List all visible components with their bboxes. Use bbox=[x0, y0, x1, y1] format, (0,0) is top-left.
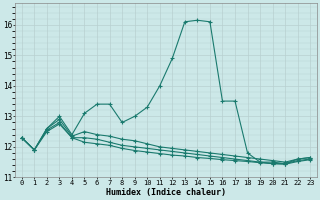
X-axis label: Humidex (Indice chaleur): Humidex (Indice chaleur) bbox=[106, 188, 226, 197]
